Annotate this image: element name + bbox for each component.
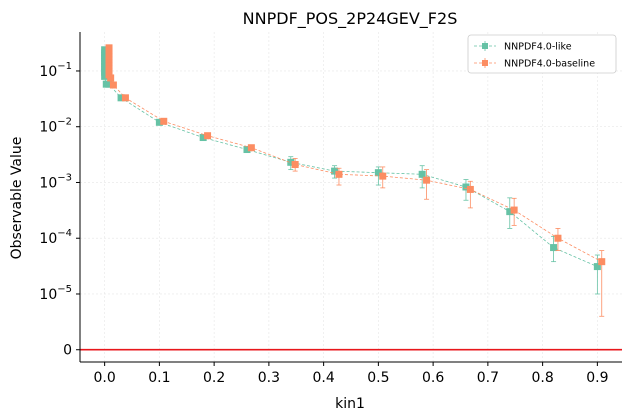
x-tick-label: 0.6 (422, 370, 444, 386)
y-tick-label: 10−5 (39, 284, 72, 303)
x-tick-label: 0.4 (312, 370, 334, 386)
legend-label: NNPDF4.0-like (504, 42, 572, 53)
y-tick-label: 10−4 (39, 228, 72, 247)
data-point (379, 172, 387, 180)
data-point (550, 244, 558, 252)
x-axis-label: kin1 (335, 396, 365, 412)
x-tick-label: 0.5 (367, 370, 389, 386)
data-point (374, 169, 382, 177)
data-point (109, 81, 117, 89)
grid (80, 32, 622, 362)
x-tick-label: 0.0 (94, 370, 116, 386)
x-tick-label: 0.3 (258, 370, 280, 386)
y-tick-label: 10−2 (39, 117, 72, 136)
series-group (101, 44, 606, 317)
data-point (506, 208, 514, 216)
data-point (160, 117, 168, 125)
legend-label: NNPDF4.0-baseline (504, 59, 595, 70)
data-point (598, 258, 606, 266)
data-point (423, 176, 431, 184)
data-point (291, 161, 299, 169)
legend-item-1: NNPDF4.0-like (474, 41, 572, 53)
data-point (335, 170, 343, 178)
data-point (101, 72, 109, 80)
data-point (331, 167, 339, 175)
x-tick-label: 0.8 (531, 370, 553, 386)
y-axis-label: Observable Value (9, 137, 25, 260)
series-1 (101, 46, 601, 295)
data-point (466, 185, 474, 193)
x-tick-label: 0.9 (586, 370, 608, 386)
x-ticks: 0.0 0.1 0.2 0.3 0.4 0.5 0.6 0.7 0.8 0.9 (94, 362, 608, 386)
data-point (117, 94, 125, 102)
x-tick-label: 0.7 (477, 370, 499, 386)
legend-item-2: NNPDF4.0-baseline (474, 58, 595, 70)
y-ticks: 0 10−5 10−4 10−3 10−2 10−1 (39, 61, 80, 359)
data-point (121, 94, 129, 102)
legend-marker (482, 60, 488, 66)
data-point (554, 234, 562, 242)
y-tick-label: 10−3 (39, 172, 72, 191)
x-tick-label: 0.2 (203, 370, 225, 386)
data-point (247, 144, 255, 152)
chart-title: NNPDF_POS_2P24GEV_F2S (243, 9, 458, 29)
legend-marker (482, 43, 488, 49)
data-point (204, 132, 212, 140)
y-tick-label: 0 (63, 343, 72, 359)
data-point (418, 170, 426, 178)
data-point (155, 118, 163, 126)
data-point (101, 68, 109, 76)
data-point (107, 74, 115, 82)
data-point (593, 263, 601, 271)
x-tick-label: 0.1 (148, 370, 170, 386)
data-point (199, 134, 207, 142)
axes (79, 32, 622, 363)
data-point (462, 183, 470, 191)
legend-frame (467, 34, 617, 74)
legend: NNPDF4.0-like NNPDF4.0-baseline (467, 34, 617, 74)
series-2 (105, 44, 606, 317)
data-point (287, 158, 295, 166)
data-point (510, 206, 518, 214)
y-tick-label: 10−1 (39, 61, 72, 80)
data-point (243, 146, 251, 154)
data-point (105, 80, 113, 88)
